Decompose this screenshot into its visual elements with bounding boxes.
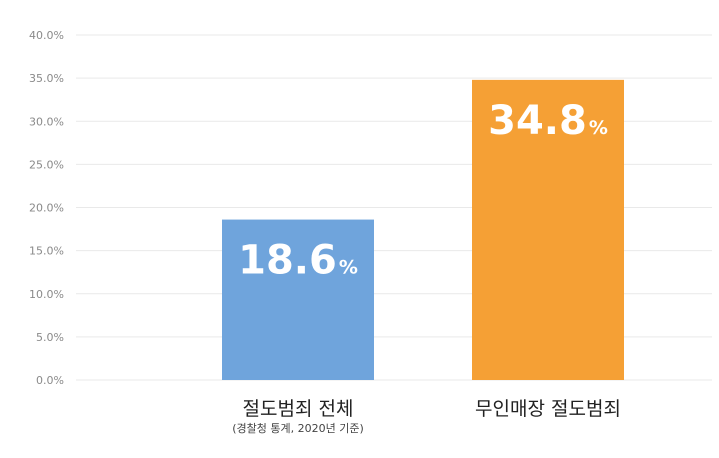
y-tick-label: 10.0% (29, 288, 64, 301)
y-tick-label: 5.0% (36, 331, 64, 344)
bars (222, 79, 624, 380)
data-label-value: 18.6 (238, 238, 337, 284)
data-label-2: 34.8% (488, 98, 608, 144)
data-label-1: 18.6% (238, 238, 358, 284)
y-tick-label: 25.0% (29, 158, 64, 171)
y-tick-label: 40.0% (29, 29, 64, 42)
y-tick-label: 15.0% (29, 245, 64, 258)
gridlines (76, 34, 712, 381)
y-axis-ticks: 0.0% 5.0% 10.0% 15.0% 20.0% 25.0% 30.0% 35.0% 40… (29, 29, 64, 387)
data-label-unit: % (339, 257, 358, 279)
bar-2 (472, 79, 624, 380)
bar-1 (222, 219, 374, 380)
source-note: (경찰청 통계, 2020년 기준) (232, 422, 364, 435)
category-label-1: 절도범죄 전체 (243, 398, 354, 420)
data-label-value: 34.8 (488, 98, 587, 144)
category-label-2: 무인매장 절도범죄 (475, 398, 621, 420)
y-tick-label: 35.0% (29, 72, 64, 85)
data-labels: 18.6 %34.8% (238, 98, 608, 284)
y-tick-label: 30.0% (29, 115, 64, 128)
data-label-unit: % (589, 117, 608, 139)
y-tick-label: 20.0% (29, 202, 64, 215)
category-labels: 절도범죄 전체 무인매장 절도범죄 (243, 398, 621, 420)
y-tick-label: 0.0% (36, 374, 64, 387)
